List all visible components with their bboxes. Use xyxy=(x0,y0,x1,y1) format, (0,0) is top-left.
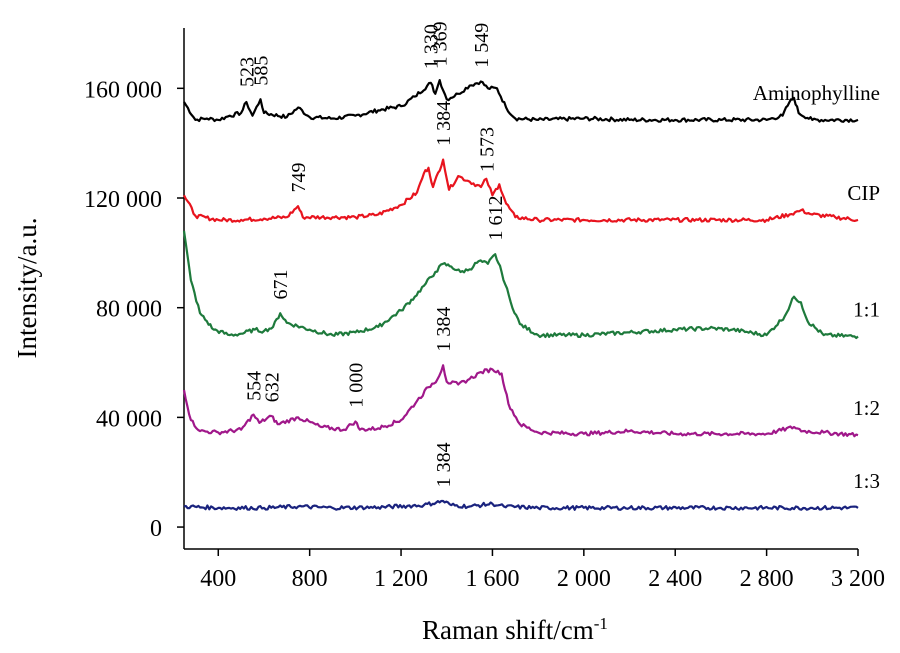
x-axis-title: Raman shift/cm-1 xyxy=(422,614,608,645)
y-tick-label: 40 000 xyxy=(96,406,162,432)
series-line-1-2 xyxy=(182,364,859,438)
peak-label: 1 573 xyxy=(476,127,498,172)
peak-label: 1 384 xyxy=(433,442,455,487)
series-label: Aminophylline xyxy=(753,81,880,105)
peak-label: 749 xyxy=(288,163,310,193)
y-axis-title: Intensity/a.u. xyxy=(12,218,42,359)
series-label: 1:2 xyxy=(853,396,880,420)
series-label: 1:3 xyxy=(853,469,880,493)
x-tick-label: 2 400 xyxy=(648,566,702,592)
series-lines xyxy=(182,79,859,511)
series-line-cip xyxy=(183,158,859,223)
x-tick-label: 1 200 xyxy=(374,566,428,592)
peak-label: 585 xyxy=(251,56,273,86)
series-labels: Aminophylline CIP 1:1 1:2 1:3 xyxy=(753,81,880,493)
x-axis-ticks: 400 800 1 200 1 600 2 000 2 400 2 800 3 200 xyxy=(200,549,885,592)
peak-label: 523 xyxy=(236,57,258,87)
x-tick-label: 2 800 xyxy=(740,566,794,592)
x-tick-label: 2 000 xyxy=(557,566,611,592)
y-tick-label: 80 000 xyxy=(96,297,162,323)
series-label: CIP xyxy=(847,181,880,205)
y-tick-label: 120 000 xyxy=(84,187,162,213)
x-tick-label: 800 xyxy=(292,566,328,592)
peak-label: 1 384 xyxy=(433,307,455,352)
y-tick-label: 160 000 xyxy=(84,77,162,103)
x-tick-label: 1 600 xyxy=(465,566,519,592)
series-label: 1:1 xyxy=(853,297,880,321)
x-tick-label: 400 xyxy=(200,566,236,592)
peak-label: 1 369 xyxy=(430,21,452,66)
peak-label: 671 xyxy=(270,269,292,299)
y-axis-ticks: 0 40 000 80 000 120 000 160 000 xyxy=(84,77,184,542)
axes xyxy=(183,28,858,550)
peak-label: 554 xyxy=(243,371,265,401)
peak-label: 1 612 xyxy=(485,196,507,241)
series-line-1-1 xyxy=(182,230,859,340)
peak-label: 1 384 xyxy=(433,101,455,146)
series-line-aminophylline xyxy=(183,79,859,123)
x-tick-label: 3 200 xyxy=(831,566,885,592)
y-tick-label: 0 xyxy=(150,516,162,542)
peak-label: 1 000 xyxy=(345,363,367,408)
peak-label: 632 xyxy=(261,372,283,402)
peak-label: 1 549 xyxy=(471,23,493,68)
peak-label: 1 330 xyxy=(421,24,443,69)
series-line-1-3 xyxy=(183,499,859,511)
